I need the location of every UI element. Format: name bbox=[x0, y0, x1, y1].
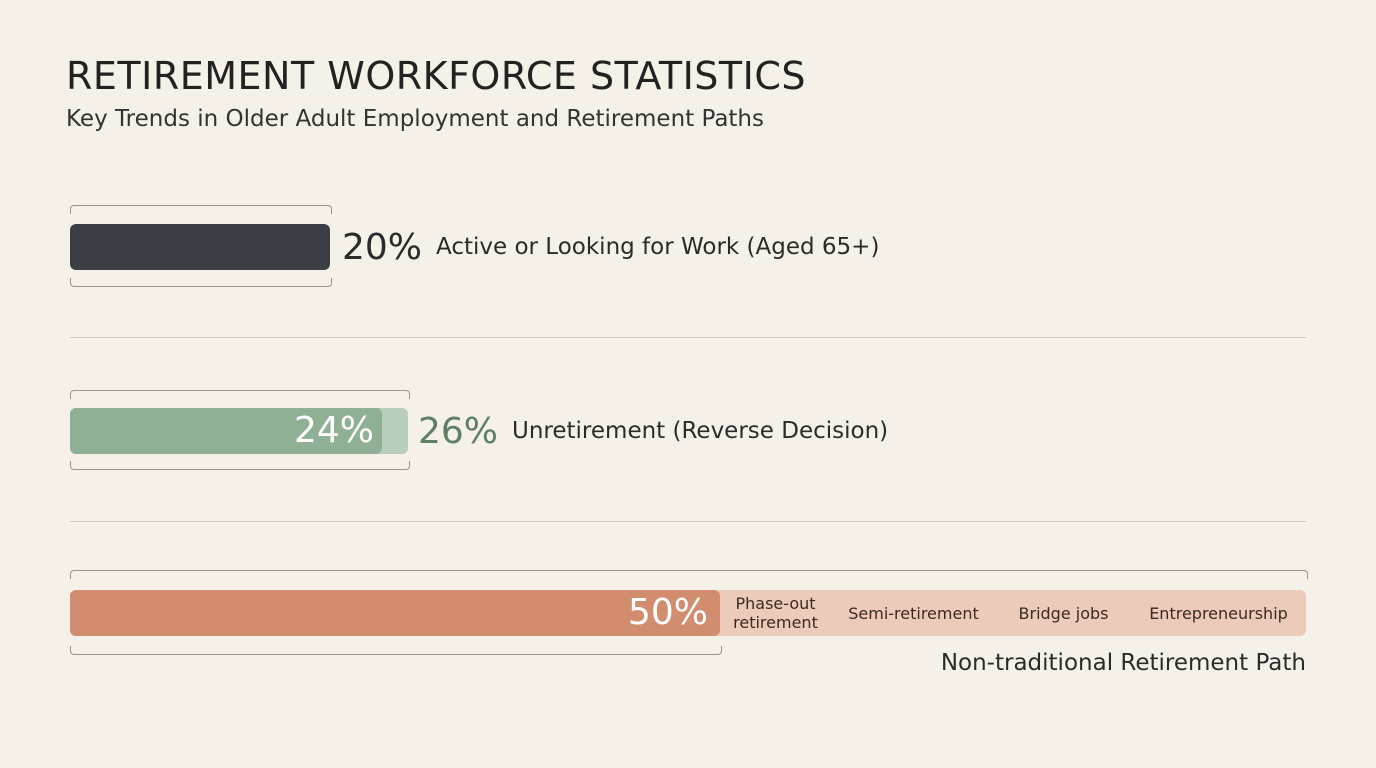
value-label: 24% bbox=[293, 410, 374, 451]
bracket bbox=[70, 390, 410, 399]
value-label: 50% bbox=[627, 592, 708, 633]
path-list: Phase-out retirement Semi-retirement Bri… bbox=[720, 590, 1306, 636]
bar bbox=[70, 590, 720, 636]
row-label: 20% Active or Looking for Work (Aged 65+… bbox=[342, 224, 879, 270]
path-item: Bridge jobs bbox=[1018, 603, 1109, 623]
bar bbox=[70, 408, 382, 454]
row-name: Active or Looking for Work (Aged 65+) bbox=[436, 234, 880, 260]
row-label: 26% Unretirement (Reverse Decision) bbox=[418, 408, 888, 454]
value-label: 26% bbox=[418, 410, 499, 452]
divider bbox=[70, 521, 1306, 522]
bracket bbox=[70, 461, 410, 470]
bar bbox=[70, 224, 330, 270]
title: RETIREMENT WORKFORCE STATISTICS bbox=[66, 54, 807, 98]
divider bbox=[70, 337, 1306, 338]
bracket bbox=[70, 205, 332, 214]
row-name: Non-traditional Retirement Path bbox=[940, 650, 1306, 676]
path-item: Phase-out retirement bbox=[733, 594, 818, 632]
path-item: Entrepreneurship bbox=[1149, 603, 1288, 623]
subtitle: Key Trends in Older Adult Employment and… bbox=[66, 106, 764, 132]
bracket bbox=[70, 570, 1308, 579]
value-label: 20% bbox=[342, 226, 423, 268]
bracket bbox=[70, 278, 332, 287]
bracket bbox=[70, 646, 722, 655]
path-item: Semi-retirement bbox=[848, 603, 979, 623]
row-name: Unretirement (Reverse Decision) bbox=[512, 418, 889, 444]
